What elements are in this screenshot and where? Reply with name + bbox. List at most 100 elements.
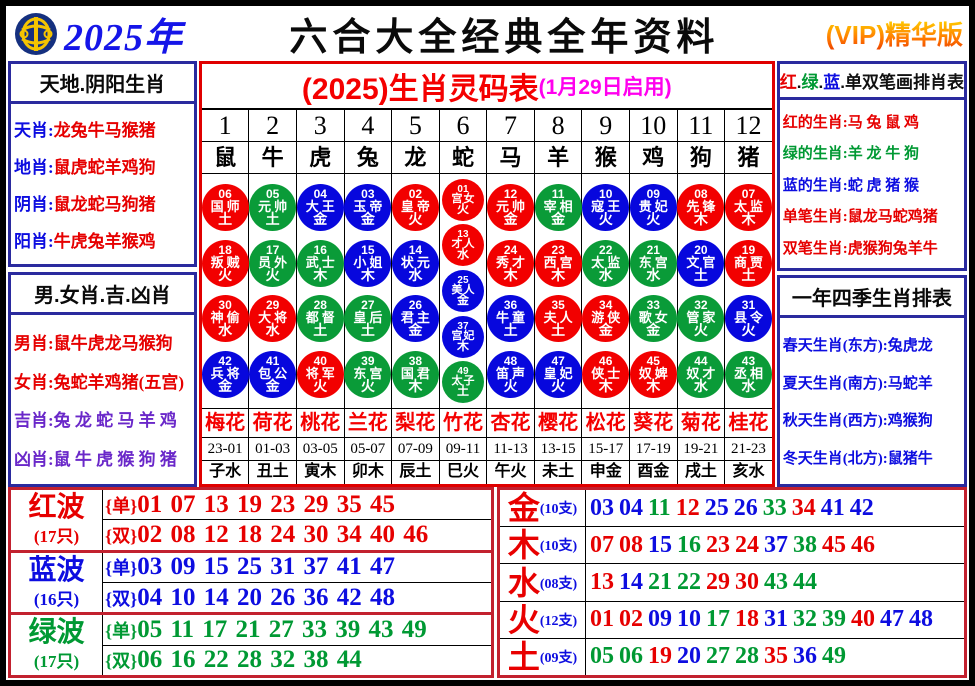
item-label: 阴肖: bbox=[14, 195, 54, 214]
ball-number: 12 bbox=[503, 186, 518, 201]
wave-rows: {单} 05 11 17 21 27 33 39 43 49 {双} 06 16 22… bbox=[103, 615, 491, 675]
box-title: 一年四季生肖排表 bbox=[779, 278, 964, 318]
ball-number: 19 bbox=[741, 242, 756, 257]
ball-element: 水 bbox=[693, 378, 708, 395]
ball-title: 大王 bbox=[305, 198, 338, 214]
ball-title: 牛童 bbox=[496, 310, 529, 326]
ball-title: 贵妃 bbox=[638, 198, 671, 214]
time-range: 15-17 bbox=[582, 438, 629, 461]
number-ball: 09 贵妃火 bbox=[629, 183, 677, 231]
wave-rows: {单} 03 09 15 25 31 37 41 47 {双} 04 10 14 20… bbox=[103, 553, 491, 613]
item-value: 虎猴狗兔羊牛 bbox=[847, 240, 938, 257]
element-numbers: 07 08 15 16 23 24 37 38 45 46 bbox=[586, 527, 964, 563]
ball-number: 06 bbox=[218, 186, 232, 201]
ball-title: 元帅 bbox=[258, 198, 291, 214]
lottery-number: 26 bbox=[733, 494, 758, 521]
ball-number: 26 bbox=[408, 298, 423, 313]
item-value: 蛇 虎 猪 猴 bbox=[847, 177, 920, 194]
element-name: 土 bbox=[507, 638, 540, 675]
zodiac-animal: 牛 bbox=[249, 142, 296, 174]
number-ball: 16 武士木 bbox=[296, 239, 344, 287]
parity-label: {单} bbox=[105, 558, 138, 579]
element-name: 水 bbox=[507, 564, 540, 601]
column-number: 11 bbox=[677, 110, 725, 142]
lottery-number: 42 bbox=[849, 494, 874, 521]
ball-title: 丞相 bbox=[733, 366, 766, 382]
ball-title: 夫人 bbox=[543, 310, 576, 326]
flower-name: 荷花 bbox=[249, 409, 296, 438]
ball-title: 商贾 bbox=[733, 254, 766, 270]
wave-count: (17只) bbox=[33, 652, 80, 672]
number-ball: 42 兵将金 bbox=[201, 351, 249, 399]
time-range: 17-19 bbox=[630, 438, 677, 461]
title-segment: 绿 bbox=[801, 73, 819, 92]
ball-element: 金 bbox=[360, 210, 375, 227]
ball-element: 土 bbox=[360, 322, 375, 339]
ball-element: 金 bbox=[503, 210, 518, 227]
wave-numbers-row: {双} 02 08 12 18 24 30 34 40 46 bbox=[103, 520, 491, 549]
element-name: 火 bbox=[507, 601, 540, 638]
ball-number: 02 bbox=[408, 186, 423, 201]
lottery-number: 14 bbox=[619, 569, 643, 595]
zodiac-animal: 猴 bbox=[582, 142, 629, 174]
ball-stack: 04 大王金 16 武士木 28 都督土 40 将军火 bbox=[296, 174, 344, 409]
parity-label: {单} bbox=[105, 621, 138, 642]
item-value: 龙兔牛马猴猪 bbox=[53, 121, 156, 140]
ball-number: 21 bbox=[646, 242, 660, 257]
time-range: 11-13 bbox=[487, 438, 534, 461]
ball-title: 寇王 bbox=[591, 198, 624, 214]
ball-number: 43 bbox=[741, 354, 756, 369]
number-ball: 24 秀才木 bbox=[487, 239, 535, 287]
element-row: 火 (12支) 01 02 09 10 17 18 31 32 39 40 47 48 bbox=[500, 601, 964, 639]
flower-name: 菊花 bbox=[677, 409, 725, 438]
zodiac-column: 1 鼠 06 国师土 18 叛贼火 30 神偷水 42 兵将金梅花 23-01 子水 bbox=[201, 110, 250, 484]
ball-element: 水 bbox=[265, 322, 280, 339]
lottery-number: 07 bbox=[590, 531, 614, 558]
ball-title: 叛贼 bbox=[210, 254, 243, 270]
ball-title: 包公 bbox=[258, 366, 291, 382]
wave-count: (16只) bbox=[33, 589, 80, 609]
column-number: 7 bbox=[487, 110, 534, 142]
zodiac-animal: 龙 bbox=[392, 142, 439, 174]
ball-stack: 12 元帅金 24 秀才木 36 牛童土 48 笛声火 bbox=[487, 174, 535, 409]
ball-title: 太监 bbox=[591, 254, 624, 270]
item-value: 马蛇羊 bbox=[887, 375, 933, 392]
lottery-number: 09 bbox=[648, 606, 672, 633]
element-name: 木 bbox=[507, 527, 540, 564]
lottery-number: 36 bbox=[793, 643, 817, 670]
number-ball: 26 君主金 bbox=[391, 295, 439, 343]
column-number: 8 bbox=[534, 110, 582, 142]
element-numbers: 13 14 21 22 29 30 43 44 bbox=[586, 564, 964, 600]
element-numbers: 05 06 19 20 27 28 35 36 49 bbox=[586, 639, 964, 675]
page-title: 六合大全经典全年资料 bbox=[289, 17, 720, 59]
ball-number: 09 bbox=[646, 186, 660, 201]
ball-number: 22 bbox=[599, 242, 613, 257]
ball-number: 32 bbox=[694, 298, 708, 313]
lottery-number: 17 bbox=[706, 606, 730, 633]
ball-title: 宫女 bbox=[451, 192, 476, 205]
zodiac-column: 3 虎 04 大王金 16 武士木 28 都督土 40 将军火桃花 03-05 寅木 bbox=[296, 110, 345, 484]
number-ball: 11 宰相金 bbox=[534, 183, 582, 231]
ball-number: 14 bbox=[408, 242, 423, 257]
title-segment: 蓝 bbox=[823, 73, 841, 92]
lottery-number: 16 bbox=[677, 531, 701, 558]
ball-number: 40 bbox=[313, 354, 327, 369]
zodiac-animal: 猪 bbox=[725, 142, 772, 174]
ball-title: 国君 bbox=[400, 366, 433, 382]
title-segment: 红 bbox=[779, 73, 797, 92]
ball-number: 33 bbox=[646, 298, 660, 313]
time-range: 19-21 bbox=[677, 438, 725, 461]
zodiac-animal: 狗 bbox=[677, 142, 725, 174]
zodiac-column: 6 蛇 01 宫女火 13 才人水 25 美人金 37 宫妃木 49 太子土竹花 09-11 巳火 bbox=[439, 110, 488, 484]
number-ball: 06 国师土 bbox=[201, 183, 249, 231]
wave-rows: {单} 01 07 13 19 23 29 35 45 {双} 02 08 12 18… bbox=[103, 490, 491, 550]
lottery-number: 48 bbox=[909, 606, 933, 633]
ball-number: 31 bbox=[741, 298, 756, 313]
list-item: 吉肖:兔 龙 蛇 马 羊 鸡 bbox=[14, 406, 191, 431]
ball-number: 46 bbox=[599, 354, 613, 369]
number-ball: 14 状元水 bbox=[391, 239, 439, 287]
list-item: 春天生肖(东方):兔虎龙 bbox=[783, 334, 961, 355]
wave-group: 红波 (17只) {单} 01 07 13 19 23 29 35 45 {双} 02 0… bbox=[11, 490, 491, 553]
flower-name: 兰花 bbox=[344, 409, 392, 438]
item-value: 兔虎龙 bbox=[887, 338, 933, 355]
